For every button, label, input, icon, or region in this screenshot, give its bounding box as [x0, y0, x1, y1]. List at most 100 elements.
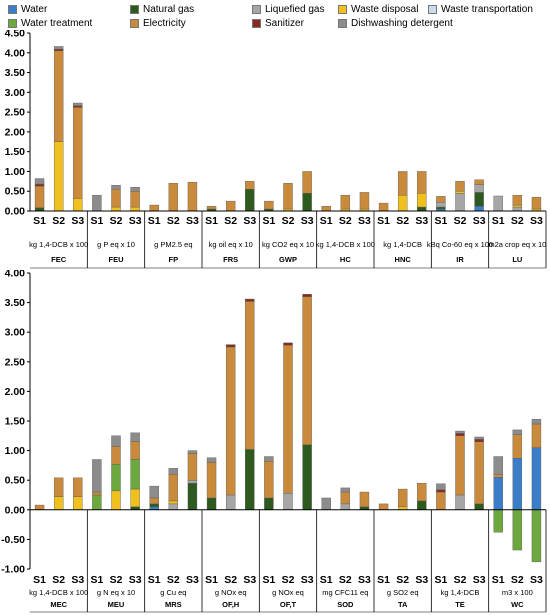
scenario-label: S2	[167, 215, 180, 227]
legend-swatch	[252, 19, 261, 28]
bar-segment	[245, 298, 255, 302]
scenario-label: S1	[262, 215, 275, 227]
scenario-label: S2	[396, 574, 409, 586]
bar-segment	[111, 185, 121, 190]
bar-segment	[149, 204, 159, 212]
group-name-label: OF,T	[280, 600, 297, 609]
scenario-label: S1	[377, 215, 390, 227]
group-unit-label: g P eq x 10	[97, 240, 135, 249]
scenario-label: S1	[33, 574, 46, 586]
group-name-label: LU	[512, 255, 522, 264]
bar-segment	[512, 434, 523, 459]
legend-swatch	[428, 5, 437, 14]
bar-segment	[130, 432, 140, 442]
bar-segment	[474, 439, 484, 442]
bar-segment	[245, 189, 255, 212]
legend-item: Water treatment	[8, 18, 92, 29]
y-tick-label: 0.50	[5, 475, 26, 487]
legend-label: Liquefied gas	[265, 4, 325, 15]
legend-label: Waste disposal	[351, 4, 419, 15]
group-name-label: FEC	[51, 255, 67, 264]
bar-segment	[53, 496, 64, 511]
scenario-label: S1	[90, 215, 103, 227]
scenario-label: S3	[530, 574, 543, 586]
bar-segment	[436, 489, 446, 493]
bar-segment	[436, 196, 446, 203]
group-name-label: SOD	[337, 600, 354, 609]
bar-segment	[455, 435, 465, 496]
scenario-label: S2	[511, 574, 524, 586]
bar-segment	[474, 206, 484, 212]
bar-segment	[73, 107, 83, 199]
bar-segment	[531, 447, 542, 510]
bar-segment	[73, 477, 83, 497]
group-unit-label: kg 1,4-DCB x 100	[316, 240, 375, 249]
group-name-label: MEU	[108, 600, 125, 609]
bar-segment	[302, 192, 312, 212]
bar-segment	[73, 496, 83, 511]
bar-segment	[455, 191, 465, 194]
bar-segment	[474, 503, 484, 511]
bar-segment	[283, 342, 293, 346]
bar-segment	[264, 456, 274, 462]
bar-segment	[474, 184, 484, 193]
group-name-label: WC	[511, 600, 524, 609]
group-name-label: FP	[169, 255, 179, 264]
bar-segment	[187, 453, 198, 481]
scenario-label: S3	[129, 215, 142, 227]
y-tick-label: 1.00	[5, 445, 26, 457]
bar-segment	[340, 503, 351, 511]
scenario-label: S2	[339, 215, 352, 227]
bar-segment	[92, 194, 102, 212]
bar-segment	[493, 477, 503, 511]
bar-segment-negative	[512, 509, 523, 551]
y-tick-label: 2.50	[5, 107, 26, 119]
scenario-label: S2	[396, 215, 409, 227]
bar-segment	[283, 345, 293, 494]
bar-segment	[321, 206, 331, 212]
legend-label: Electricity	[143, 18, 186, 29]
chart-legend: Water Natural gas Liquefied gas Waste dispo…	[0, 0, 550, 30]
scenario-label: S1	[148, 574, 161, 586]
bar-segment	[417, 500, 427, 510]
bar-segment	[168, 500, 179, 505]
bar-segment	[149, 503, 159, 508]
y-tick-label: 4.50	[5, 30, 26, 40]
legend-swatch	[338, 5, 347, 14]
bar-segment	[264, 200, 274, 210]
bar-segment	[130, 441, 140, 460]
bar-segment	[340, 194, 351, 210]
bar-segment	[455, 181, 465, 192]
scenario-label: S2	[52, 215, 65, 227]
bar-segment	[302, 444, 312, 510]
bar-segment	[283, 493, 293, 510]
bar-segment	[455, 433, 465, 437]
y-tick-label: 3.50	[5, 67, 26, 79]
bar-segment	[245, 449, 255, 510]
legend-item: Waste transportation	[428, 4, 533, 15]
bar-segment-negative	[531, 509, 542, 563]
bar-segment	[168, 474, 179, 502]
y-tick-label: 2.50	[5, 356, 26, 368]
scenario-label: S1	[320, 215, 333, 227]
bar-segment	[130, 206, 140, 212]
group-name-label: HNC	[395, 255, 412, 264]
bar-segment	[283, 183, 293, 210]
bar-segment	[53, 141, 64, 212]
group-unit-label: kBq Co-60 eq x 100	[427, 240, 493, 249]
bar-segment	[493, 456, 503, 475]
bar-segment	[264, 497, 274, 511]
bar-segment	[512, 429, 523, 435]
group-unit-label: kg 1,4-DCB x 100	[29, 588, 88, 597]
bar-segment	[73, 105, 83, 108]
bar-segment	[168, 468, 179, 475]
bar-segment	[53, 477, 64, 497]
scenario-label: S2	[454, 215, 467, 227]
legend-item: Sanitizer	[252, 18, 304, 29]
bar-segment	[92, 494, 102, 511]
group-name-label: OF,H	[222, 600, 239, 609]
legend-item: Water	[8, 4, 47, 15]
bar-segment	[225, 494, 236, 511]
bar-segment	[34, 178, 45, 185]
bar-segment	[512, 206, 523, 212]
